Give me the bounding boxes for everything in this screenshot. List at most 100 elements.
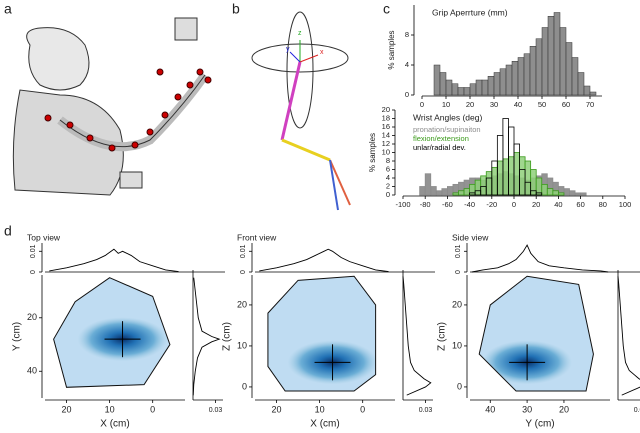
bar bbox=[480, 175, 487, 196]
y-tick-label: 0 bbox=[405, 90, 409, 99]
bar bbox=[491, 166, 498, 196]
y-tick-label: 10 bbox=[452, 340, 462, 350]
bar bbox=[502, 158, 509, 196]
legend-label: unlar/radial dev. bbox=[413, 143, 466, 152]
bar bbox=[517, 57, 525, 96]
y-tick-label: 20 bbox=[452, 299, 462, 309]
bar bbox=[505, 64, 513, 96]
y-axis-label: Z (cm) bbox=[222, 322, 233, 351]
chart-title: Grip Aperrture (mm) bbox=[432, 7, 508, 17]
y-tick-label: 0 bbox=[457, 381, 462, 391]
x-tick-label: 30 bbox=[522, 404, 532, 414]
convex-hull bbox=[267, 275, 377, 392]
y-axis-label: % samples bbox=[368, 133, 377, 172]
x-tick-label: 50 bbox=[538, 100, 546, 109]
x-tick-label: 60 bbox=[562, 100, 570, 109]
bar bbox=[552, 190, 559, 196]
bar bbox=[508, 156, 515, 196]
y-tick-label: 0 bbox=[240, 270, 247, 274]
axis-label: x bbox=[320, 49, 324, 56]
bar bbox=[441, 188, 448, 196]
x-tick-label: 80 bbox=[599, 200, 607, 209]
bar bbox=[535, 38, 543, 96]
bar bbox=[439, 72, 447, 96]
x-tick-label: 40 bbox=[485, 404, 495, 414]
bar bbox=[474, 179, 482, 196]
y-tick-label: 0 bbox=[30, 270, 37, 274]
y-tick-label: 8 bbox=[386, 156, 390, 165]
panel-label: b bbox=[232, 1, 240, 17]
view-title: Front view bbox=[237, 232, 277, 242]
y-tick-label: 20 bbox=[237, 299, 247, 309]
y-tick-label: 20 bbox=[382, 105, 390, 114]
y-tick-label: 6 bbox=[386, 164, 390, 173]
convex-hull bbox=[53, 277, 171, 388]
bar bbox=[496, 160, 504, 196]
bar bbox=[430, 186, 437, 196]
bar bbox=[487, 76, 495, 96]
x-tick-label: 10 bbox=[105, 404, 115, 414]
x-tick-label: 0 bbox=[360, 404, 365, 414]
bar bbox=[469, 183, 476, 196]
bar bbox=[499, 68, 507, 96]
convex-hull bbox=[478, 275, 594, 392]
y-tick-label: 0 bbox=[455, 270, 462, 274]
x-tick-label: 0 bbox=[420, 100, 424, 109]
x-tick-label: 0.03 bbox=[634, 407, 640, 414]
bar bbox=[541, 27, 549, 96]
bar bbox=[546, 188, 554, 196]
bar bbox=[451, 83, 459, 96]
bar bbox=[481, 79, 489, 96]
panel-label: a bbox=[4, 1, 12, 17]
bar bbox=[485, 171, 493, 196]
bar bbox=[547, 16, 555, 96]
y-tick-label: 10 bbox=[382, 147, 390, 156]
bar bbox=[433, 64, 441, 96]
chart-title: Wrist Angles (deg) bbox=[413, 112, 482, 122]
marginal-density bbox=[49, 248, 179, 273]
y-tick-label: 40 bbox=[27, 366, 37, 376]
bar bbox=[535, 192, 543, 196]
x-tick-label: 0.03 bbox=[419, 407, 433, 414]
bar bbox=[577, 72, 585, 96]
bar bbox=[574, 192, 581, 196]
x-tick-label: 40 bbox=[514, 100, 522, 109]
marginal-density bbox=[617, 276, 640, 396]
x-axis-label: X (cm) bbox=[100, 419, 129, 430]
bar bbox=[583, 85, 591, 96]
bar bbox=[580, 192, 587, 196]
view-title: Top view bbox=[27, 232, 61, 242]
y-axis-label: Y (cm) bbox=[12, 322, 23, 351]
panel-label: d bbox=[4, 223, 12, 239]
y-tick-label: 2 bbox=[386, 181, 390, 190]
bar bbox=[469, 83, 477, 96]
bar bbox=[463, 87, 471, 96]
y-tick-label: 18 bbox=[382, 113, 390, 122]
view-title: Side view bbox=[452, 232, 489, 242]
bar bbox=[530, 169, 537, 196]
y-tick-label: 0.01 bbox=[30, 244, 37, 258]
bar bbox=[524, 181, 532, 196]
bar bbox=[446, 186, 454, 196]
x-tick-label: 10 bbox=[315, 404, 325, 414]
y-axis-label: Z (cm) bbox=[437, 322, 448, 351]
x-tick-label: 0.03 bbox=[209, 407, 223, 414]
x-tick-label: 70 bbox=[586, 100, 594, 109]
axis-label: z bbox=[298, 30, 302, 37]
marginal-density bbox=[259, 248, 389, 273]
bar bbox=[419, 186, 426, 196]
axis-label: y bbox=[286, 46, 290, 53]
x-tick-label: 10 bbox=[442, 100, 450, 109]
bar bbox=[463, 188, 470, 196]
panel-label: c bbox=[383, 1, 390, 17]
y-tick-label: 4 bbox=[405, 60, 409, 69]
bar bbox=[493, 72, 501, 96]
bar bbox=[524, 160, 532, 196]
x-tick-label: -100 bbox=[395, 200, 410, 209]
x-tick-label: 20 bbox=[62, 404, 72, 414]
x-tick-label: 60 bbox=[576, 200, 584, 209]
bar bbox=[571, 57, 579, 96]
y-tick-label: 8 bbox=[405, 30, 409, 39]
bar bbox=[553, 12, 561, 96]
bar bbox=[511, 61, 519, 96]
